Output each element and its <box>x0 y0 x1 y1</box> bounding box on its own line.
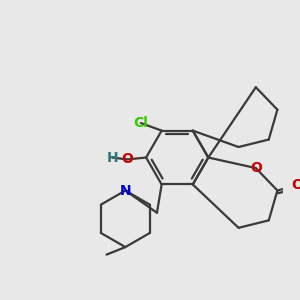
Text: O: O <box>250 161 262 175</box>
Text: O: O <box>292 178 300 193</box>
Text: Cl: Cl <box>134 116 148 130</box>
Text: N: N <box>119 184 131 197</box>
Text: H: H <box>106 151 118 164</box>
Text: O: O <box>121 152 133 167</box>
